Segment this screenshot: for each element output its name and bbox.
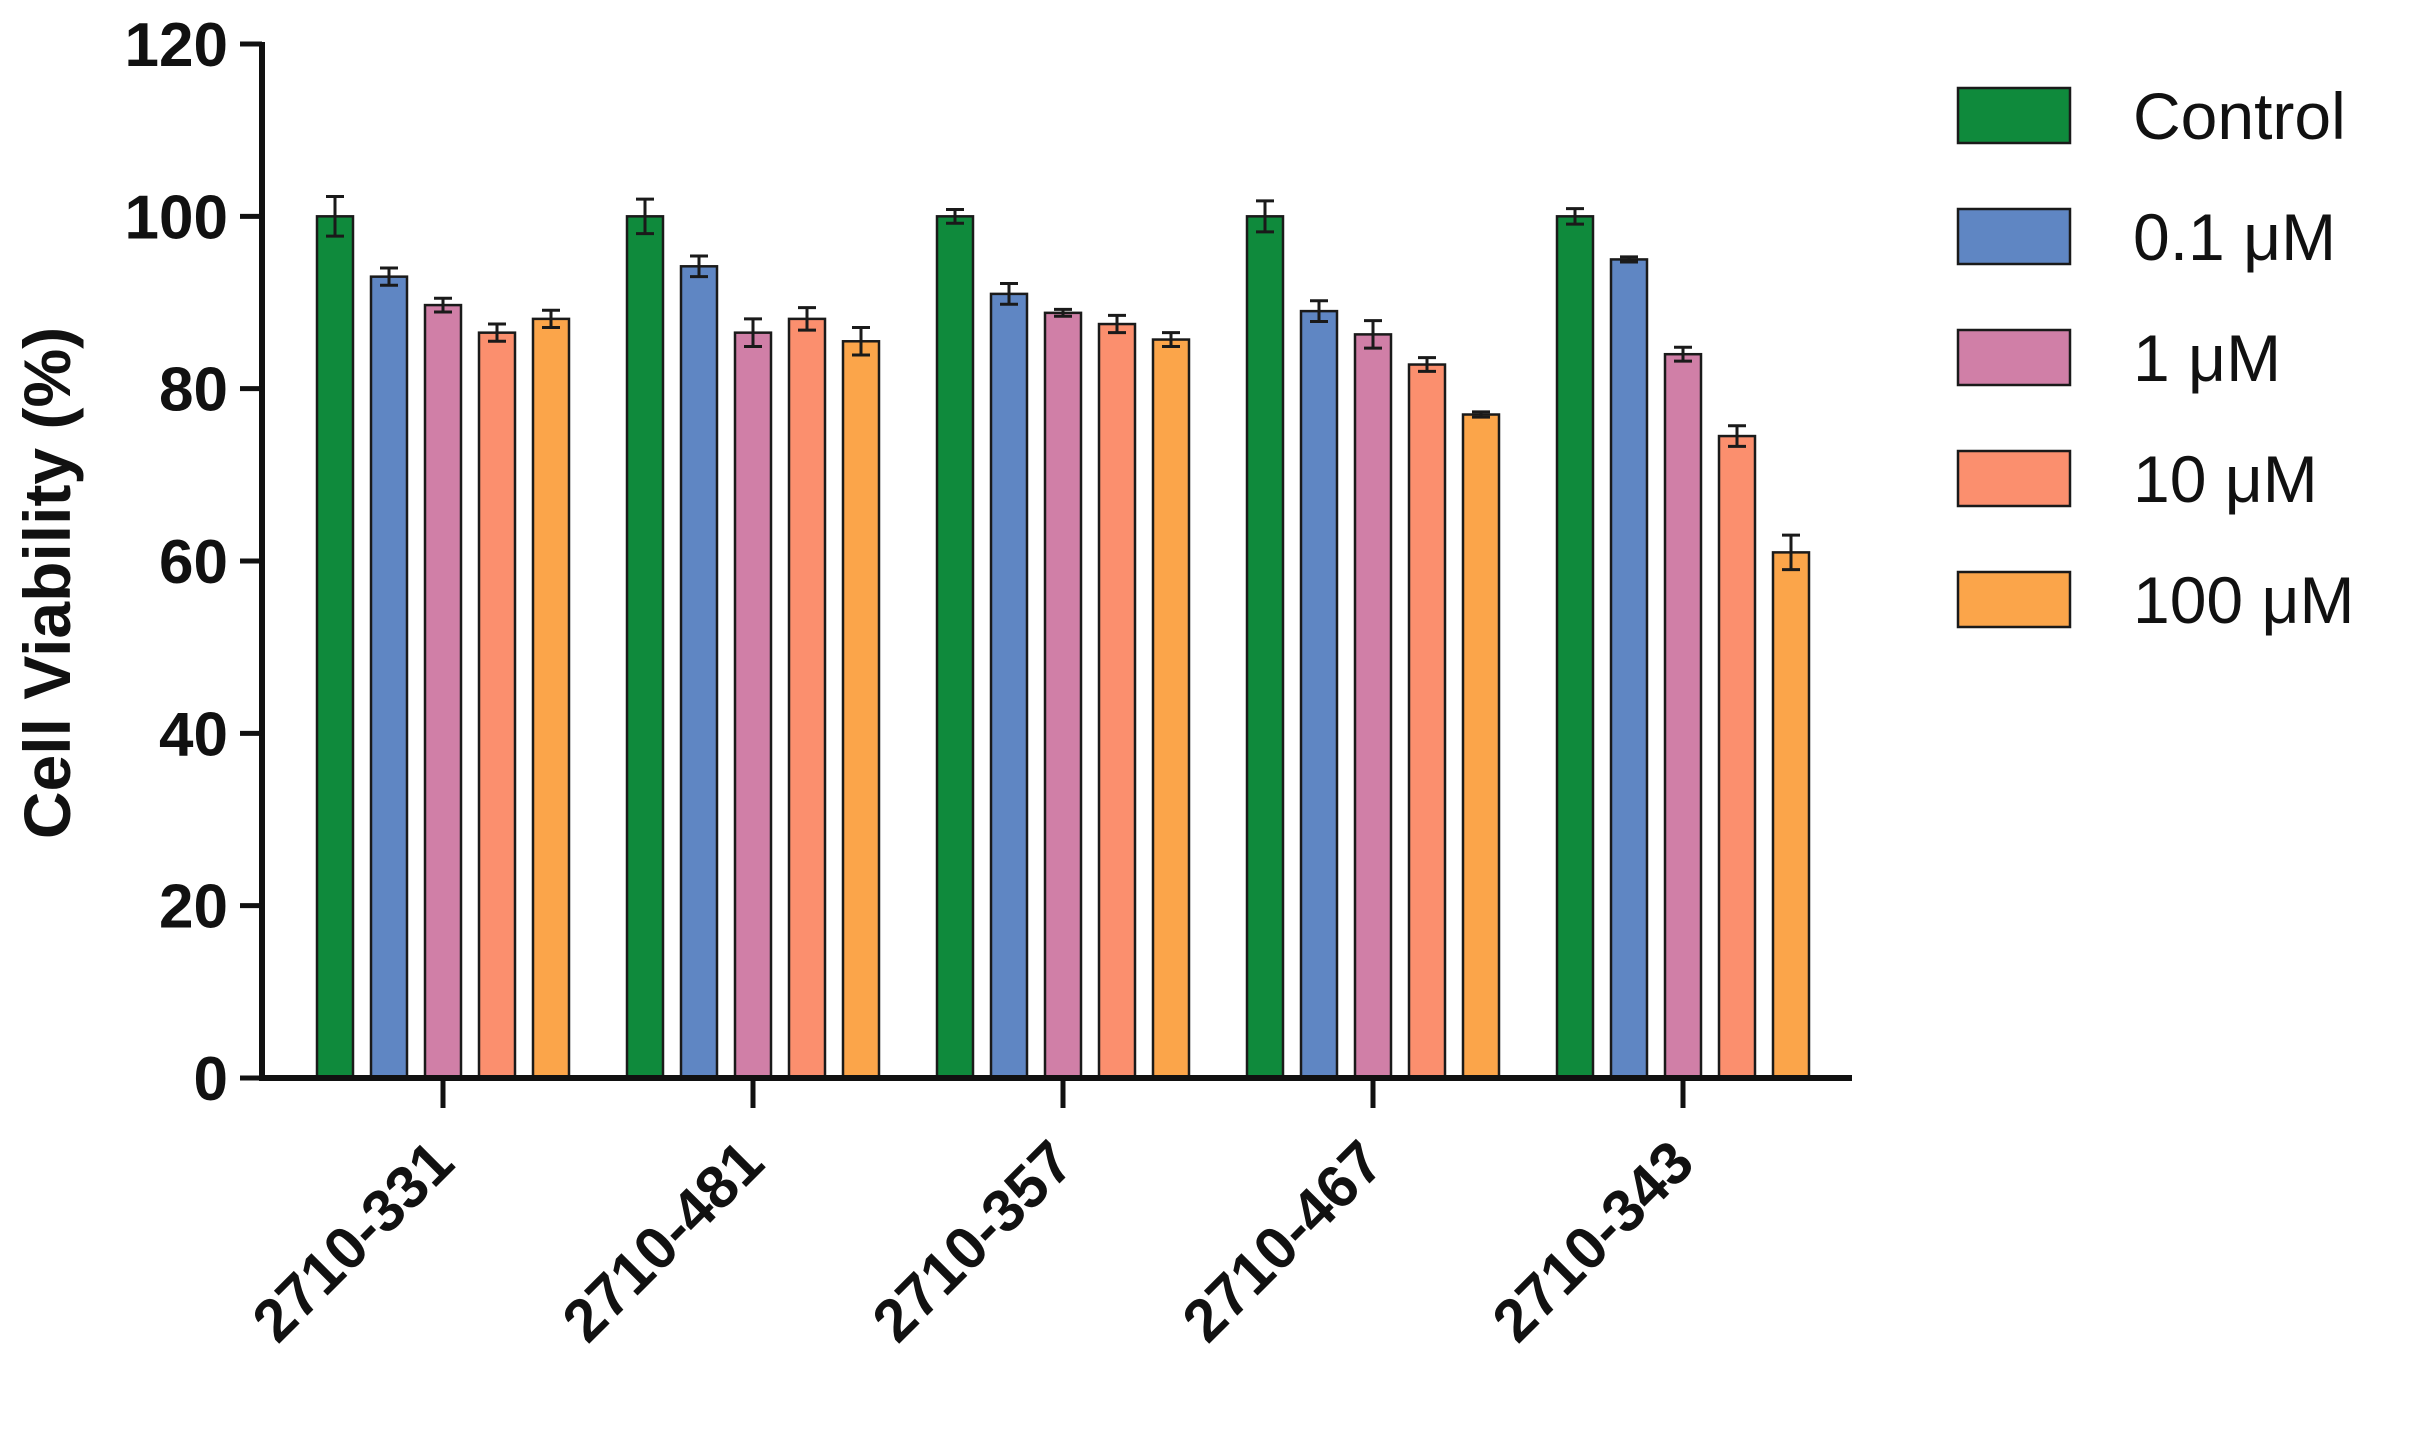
error-bar-2710-357-2: [1054, 307, 1072, 318]
y-axis-title: Cell Viability (%): [10, 327, 84, 839]
error-bar-2710-331-2: [434, 296, 452, 314]
error-bar-2710-467-4: [1472, 410, 1490, 419]
x-axis: 2710-331 2710-481 2710-357 2710-467 2710-343: [240, 1075, 1852, 1355]
bar-2710-481-0: [625, 215, 665, 1080]
error-bar-2710-357-0: [946, 207, 964, 225]
bar-2710-481-4: [841, 340, 881, 1080]
error-bar-2710-343-4: [1782, 533, 1800, 572]
error-bar-2710-343-2: [1674, 345, 1692, 363]
bar-2710-467-1: [1299, 309, 1339, 1080]
y-tick-label-60: 60: [159, 528, 228, 597]
error-bar-2710-481-3: [798, 306, 816, 332]
y-tick-label-120: 120: [125, 11, 228, 80]
error-bar-2710-481-4: [852, 325, 870, 357]
y-axis: 0 20 40 60 80 100 120: [125, 11, 265, 1114]
error-bar-2710-343-3: [1728, 424, 1746, 448]
bar-2710-331-2: [423, 303, 463, 1080]
legend-swatch-1: [1956, 207, 2072, 266]
legend-label-3: 10 μM: [2133, 442, 2318, 516]
y-tick-label-0: 0: [194, 1045, 228, 1114]
bar-2710-357-2: [1043, 311, 1083, 1080]
bar-2710-467-2: [1353, 333, 1393, 1080]
error-bar-2710-331-0: [326, 195, 344, 238]
error-bar-2710-357-1: [1000, 282, 1018, 306]
error-bar-2710-467-0: [1256, 199, 1274, 234]
legend-swatch-0: [1956, 86, 2072, 145]
error-bar-2710-331-3: [488, 322, 506, 343]
bar-2710-331-4: [531, 317, 571, 1080]
error-bar-2710-357-3: [1108, 313, 1126, 335]
error-bar-2710-481-2: [744, 317, 762, 348]
y-tick-label-40: 40: [159, 700, 228, 769]
legend-swatch-4: [1956, 570, 2072, 629]
bar-2710-343-0: [1555, 215, 1595, 1080]
bar-2710-467-4: [1461, 413, 1501, 1080]
error-bar-2710-467-2: [1364, 319, 1382, 350]
error-bar-2710-343-1: [1620, 255, 1638, 264]
bar-2710-481-1: [679, 265, 719, 1080]
legend-swatch-2: [1956, 328, 2072, 387]
bar-2710-467-0: [1245, 215, 1285, 1080]
legend-label-2: 1 μM: [2133, 321, 2281, 395]
bar-2710-357-1: [989, 292, 1029, 1080]
legend-label-4: 100 μM: [2133, 563, 2354, 637]
bar-2710-343-1: [1609, 258, 1649, 1080]
error-bar-2710-481-1: [690, 254, 708, 279]
y-tick-label-20: 20: [159, 873, 228, 942]
legend-label-1: 0.1 μM: [2133, 200, 2336, 274]
legend-swatch-3: [1956, 449, 2072, 508]
error-bar-2710-343-0: [1566, 207, 1584, 226]
error-bar-2710-467-1: [1310, 299, 1328, 323]
bars-layer: [315, 215, 1811, 1080]
legend: Control 0.1 μM 1 μM 10 μM 100 μM: [1956, 79, 2354, 637]
error-bar-2710-331-4: [542, 308, 560, 329]
bar-2710-331-3: [477, 331, 517, 1080]
bar-2710-357-3: [1097, 322, 1137, 1080]
legend-label-0: Control: [2133, 79, 2346, 153]
error-bar-2710-467-3: [1418, 356, 1436, 373]
error-bar-2710-481-0: [636, 197, 654, 236]
bar-2710-467-3: [1407, 363, 1447, 1080]
bar-2710-343-2: [1663, 352, 1703, 1080]
bar-2710-331-0: [315, 215, 355, 1080]
x-tick-label-2710-481: 2710-481: [550, 1128, 777, 1355]
x-tick-label-2710-343: 2710-343: [1480, 1128, 1707, 1355]
y-tick-label-100: 100: [125, 183, 228, 252]
x-tick-label-2710-357: 2710-357: [860, 1128, 1087, 1355]
error-bars-layer: [326, 195, 1800, 572]
bar-2710-357-0: [935, 215, 975, 1080]
error-bar-2710-331-1: [380, 266, 398, 287]
bar-2710-343-4: [1771, 551, 1811, 1080]
x-tick-label-2710-467: 2710-467: [1170, 1128, 1397, 1355]
bar-2710-343-3: [1717, 434, 1757, 1080]
x-tick-label-2710-331: 2710-331: [240, 1128, 467, 1355]
plot-area: [315, 195, 1811, 1080]
bar-2710-481-3: [787, 317, 827, 1080]
bar-2710-331-1: [369, 275, 409, 1080]
y-tick-label-80: 80: [159, 356, 228, 425]
bar-2710-357-4: [1151, 338, 1191, 1080]
error-bar-2710-357-4: [1162, 331, 1180, 348]
bar-2710-481-2: [733, 331, 773, 1080]
